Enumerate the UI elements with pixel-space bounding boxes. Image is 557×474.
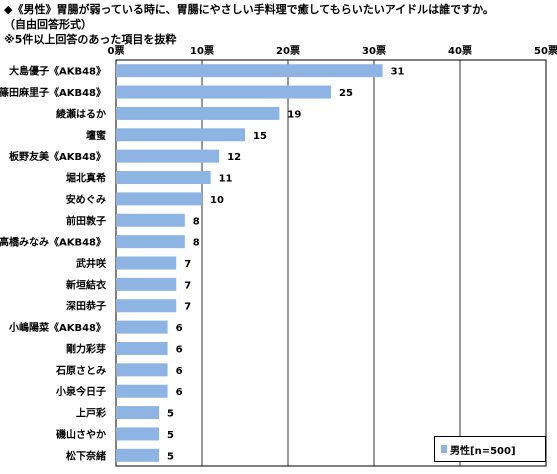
- bar: [116, 149, 220, 163]
- bar: [116, 106, 280, 120]
- x-tick-label: 40票: [448, 45, 472, 57]
- bar: [116, 64, 383, 78]
- value-label: 6: [176, 387, 183, 398]
- bar: [116, 277, 177, 291]
- legend: 男性[n=500]: [434, 436, 546, 462]
- value-label: 5: [167, 409, 174, 420]
- value-label: 19: [287, 109, 301, 120]
- bar: [116, 85, 331, 99]
- category-label: 武井咲: [76, 257, 107, 270]
- value-label: 11: [219, 174, 233, 185]
- chart-subtitle-note: ※5件以上回答のあった項目を抜粋: [4, 33, 177, 46]
- x-tick-label: 0票: [108, 45, 125, 57]
- category-label: 新垣結衣: [66, 278, 106, 291]
- category-label: 板野友美《AKB48》: [9, 150, 106, 163]
- category-label: 篠田麻里子《AKB48》: [0, 86, 106, 99]
- x-tick-label: 20票: [276, 45, 300, 57]
- category-label: 深田恭子: [66, 300, 106, 313]
- chart-subtitle-format: （自由回答形式）: [4, 18, 92, 31]
- category-label: 磯山さやか: [56, 428, 106, 441]
- value-label: 31: [391, 67, 405, 78]
- category-label: 松下奈緒: [66, 449, 106, 462]
- bar: [116, 341, 168, 355]
- legend-swatch: [441, 445, 447, 453]
- bar: [116, 128, 245, 142]
- category-label: 堀北真希: [66, 172, 106, 185]
- plot-frame: [115, 59, 547, 467]
- value-label: 7: [184, 259, 191, 270]
- value-label: 25: [339, 88, 353, 99]
- bar: [116, 256, 177, 270]
- legend-label: 男性[n=500]: [450, 445, 516, 457]
- value-label: 5: [167, 451, 174, 462]
- value-label: 7: [184, 280, 191, 291]
- bar: [116, 448, 159, 462]
- bar: [116, 384, 168, 398]
- value-label: 6: [176, 366, 183, 377]
- bar: [116, 427, 159, 441]
- category-label: 大島優子《AKB48》: [9, 65, 106, 78]
- value-label: 8: [193, 216, 200, 227]
- category-label: 高橋みなみ《AKB48》: [0, 236, 106, 249]
- category-label: 安めぐみ: [66, 193, 106, 206]
- x-tick-label: 50票: [534, 45, 557, 57]
- bar: [116, 299, 177, 313]
- category-label: 小泉今日子: [55, 385, 106, 398]
- category-label: 壇蜜: [86, 129, 106, 142]
- value-label: 5: [167, 430, 174, 441]
- bar: [116, 171, 211, 185]
- bar: [116, 235, 185, 249]
- x-tick-label: 30票: [362, 45, 386, 57]
- value-label: 6: [176, 344, 183, 355]
- value-label: 12: [227, 152, 241, 163]
- bar: [116, 192, 202, 206]
- bar: [116, 406, 159, 420]
- category-label: 石原さとみ: [55, 365, 106, 377]
- bar: [116, 363, 168, 377]
- value-label: 8: [193, 238, 200, 249]
- category-label: 小嶋陽菜《AKB48》: [8, 321, 106, 334]
- category-label: 剛力彩芽: [66, 342, 106, 355]
- chart-title: ◆《男性》胃腸が弱っている時に、胃腸にやさしい手料理で癒してもらいたいアイドルは…: [4, 3, 494, 16]
- value-label: 15: [253, 131, 267, 142]
- value-label: 7: [184, 302, 191, 313]
- bar: [116, 320, 168, 334]
- value-label: 10: [210, 195, 224, 206]
- category-label: 前田敦子: [66, 214, 106, 227]
- value-label: 6: [176, 323, 183, 334]
- category-label: 上戸彩: [76, 407, 106, 420]
- bar: [116, 213, 185, 227]
- x-tick-label: 10票: [190, 45, 214, 57]
- category-label: 綾瀬はるか: [56, 107, 106, 120]
